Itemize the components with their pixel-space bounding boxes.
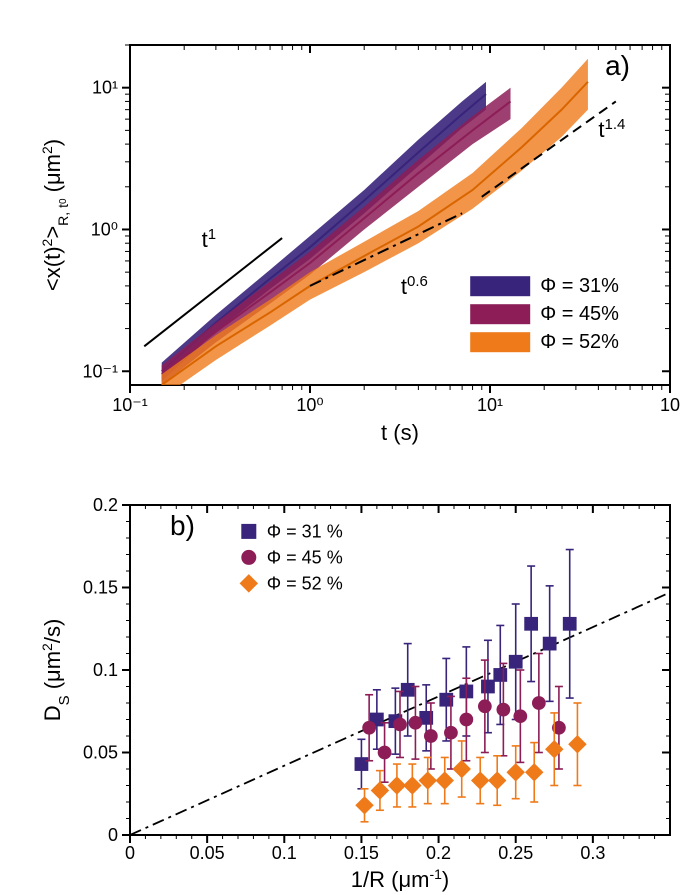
xtick-label: 0.05 [190,843,225,863]
panel-a-label: a) [605,50,630,81]
ytick-label: 10¹ [92,78,118,98]
figure-container: 10⁻¹ 10⁰ 10¹ 10 10⁻¹ 10⁰ 10¹ t (s) <x(t)2>R, t0 … [0,0,700,895]
panel-a-xlabel: t (s) [381,420,419,445]
xtick-label: 10⁻¹ [112,395,148,415]
xtick-label: 0 [125,843,135,863]
panel-a-ylabel: <x(t)2>R, t0 (μm2) [39,139,71,291]
legend-swatch [470,332,530,352]
xtick-label: 10 [660,395,680,415]
xtick-label: 0.3 [580,843,605,863]
ytick-label: 10⁰ [91,219,118,239]
ytick-label: 0.15 [83,578,118,598]
ytick-label: 10⁻¹ [82,361,118,381]
panel-b-ylabel: DS (μm2/s) [39,619,73,722]
panel-b-label: b) [170,510,195,541]
legend-label: Φ = 31 % [267,521,343,541]
xtick-label: 0.25 [498,843,533,863]
legend-swatch [470,304,530,324]
ytick-label: 0.1 [93,660,118,680]
guide-label: t1 [202,226,216,253]
legend-label: Φ = 45 % [267,547,343,567]
legend-label: Φ = 52 % [267,573,343,593]
xtick-label: 0.1 [272,843,297,863]
ytick-label: 0.05 [83,743,118,763]
xtick-label: 0.15 [344,843,379,863]
legend-swatch [470,276,530,296]
legend-label: Φ = 31% [540,275,619,297]
ytick-label: 0 [108,825,118,845]
guide-label: t0.6 [401,273,428,300]
panel-b-xlabel: 1/R (μm-1) [351,866,449,892]
xtick-label: 10⁰ [296,395,323,415]
xtick-label: 10¹ [477,395,503,415]
figure-svg: 10⁻¹ 10⁰ 10¹ 10 10⁻¹ 10⁰ 10¹ t (s) <x(t)2>R, t0 … [0,0,700,895]
legend-label: Φ = 45% [540,303,619,325]
xtick-label: 0.2 [426,843,451,863]
legend-label: Φ = 52% [540,331,619,353]
ytick-label: 0.2 [93,495,118,515]
guide-label: t1.4 [598,115,625,142]
